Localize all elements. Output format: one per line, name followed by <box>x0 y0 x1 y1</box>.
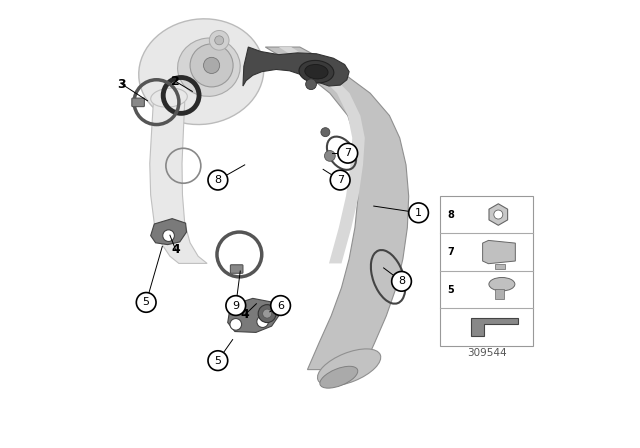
Polygon shape <box>470 318 518 336</box>
FancyBboxPatch shape <box>440 196 533 346</box>
Text: 8: 8 <box>447 210 454 220</box>
Text: 8: 8 <box>398 276 405 286</box>
Circle shape <box>306 79 316 90</box>
Text: 6: 6 <box>277 301 284 310</box>
Circle shape <box>204 57 220 73</box>
Text: 5: 5 <box>214 356 221 366</box>
Circle shape <box>230 319 242 330</box>
Ellipse shape <box>177 38 240 96</box>
Polygon shape <box>489 204 508 225</box>
Text: 5: 5 <box>447 284 454 295</box>
Bar <box>495 289 504 299</box>
Ellipse shape <box>150 88 188 107</box>
Circle shape <box>409 203 428 223</box>
Text: 309544: 309544 <box>467 348 506 358</box>
Circle shape <box>258 305 276 323</box>
Polygon shape <box>483 241 515 264</box>
Circle shape <box>190 44 233 87</box>
Ellipse shape <box>320 366 358 388</box>
Text: 7: 7 <box>337 175 344 185</box>
Text: 5: 5 <box>143 297 150 307</box>
Circle shape <box>226 296 246 315</box>
Polygon shape <box>150 219 186 245</box>
Circle shape <box>136 293 156 312</box>
Ellipse shape <box>317 349 381 386</box>
Circle shape <box>209 30 229 50</box>
Text: 7: 7 <box>344 148 351 158</box>
Circle shape <box>215 36 224 45</box>
FancyBboxPatch shape <box>132 98 145 107</box>
Circle shape <box>262 309 271 318</box>
Text: 7: 7 <box>447 247 454 257</box>
Circle shape <box>330 170 350 190</box>
Circle shape <box>321 128 330 137</box>
Circle shape <box>163 230 175 241</box>
FancyBboxPatch shape <box>230 265 243 273</box>
Text: 4: 4 <box>172 243 180 257</box>
Text: 8: 8 <box>214 175 221 185</box>
Polygon shape <box>279 47 365 263</box>
Text: 1: 1 <box>415 208 422 218</box>
Text: 9: 9 <box>232 301 239 310</box>
Circle shape <box>257 316 269 327</box>
Ellipse shape <box>305 65 328 79</box>
Text: 3: 3 <box>118 78 126 91</box>
Circle shape <box>392 271 412 291</box>
Polygon shape <box>150 102 207 263</box>
Circle shape <box>271 296 291 315</box>
Circle shape <box>208 351 228 370</box>
Text: 4: 4 <box>241 308 250 321</box>
Circle shape <box>324 151 335 161</box>
Circle shape <box>494 210 503 219</box>
Circle shape <box>208 170 228 190</box>
Polygon shape <box>266 47 409 370</box>
Circle shape <box>338 143 358 163</box>
Ellipse shape <box>139 19 264 125</box>
Ellipse shape <box>299 60 334 83</box>
Bar <box>495 264 504 269</box>
Text: 2: 2 <box>172 75 180 88</box>
Polygon shape <box>243 47 349 86</box>
Ellipse shape <box>489 277 515 291</box>
Polygon shape <box>228 298 280 332</box>
